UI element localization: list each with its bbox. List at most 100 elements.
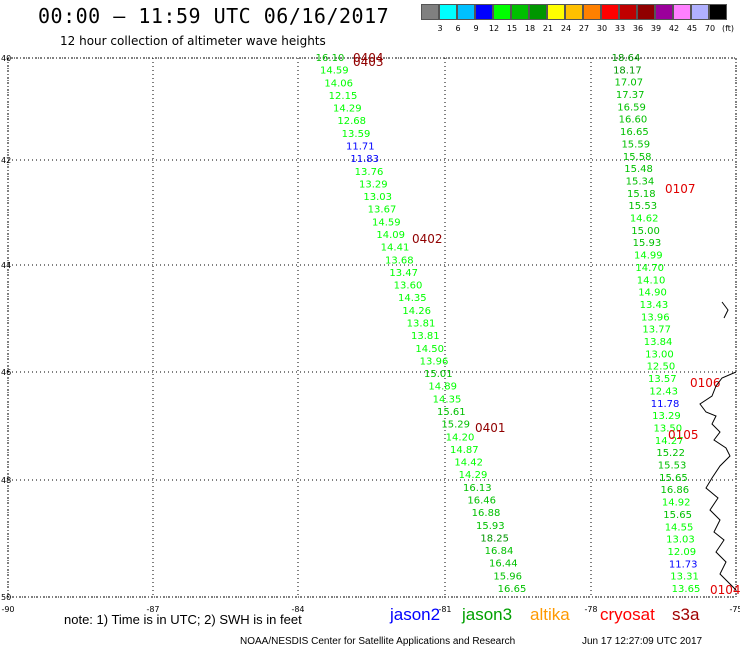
scale-label: 45	[686, 24, 698, 33]
wave-height-value: 13.81	[411, 331, 440, 342]
wave-height-value: 16.88	[472, 508, 501, 519]
wave-height-value: 16.60	[619, 115, 648, 126]
wave-height-value: 15.22	[656, 448, 685, 459]
wave-height-value: 14.70	[635, 263, 664, 274]
wave-height-value: 12.43	[649, 386, 678, 397]
wave-height-value: 11.71	[346, 142, 375, 153]
scale-label: 27	[578, 24, 590, 33]
scale-label: 39	[650, 24, 662, 33]
wave-height-value: 18.25	[480, 533, 509, 544]
wave-height-value: 11.73	[669, 559, 698, 570]
wave-height-value: 16.65	[498, 584, 527, 595]
wave-height-value: 15.18	[627, 189, 656, 200]
wave-height-value: 13.50	[654, 423, 683, 434]
lon-label: -81	[438, 605, 451, 614]
wave-height-value: 13.57	[648, 374, 677, 385]
pass-time-label: 0404	[353, 51, 384, 65]
wave-height-value: 16.13	[463, 483, 492, 494]
wave-height-value: 15.65	[663, 510, 692, 521]
wave-height-value: 14.29	[459, 470, 488, 481]
wave-height-value: 13.96	[420, 356, 449, 367]
wave-height-value: 14.55	[665, 522, 694, 533]
scale-label: 33	[614, 24, 626, 33]
legend-altika: altika	[530, 605, 570, 624]
wave-height-value: 16.84	[485, 546, 514, 557]
scale-swatch	[583, 4, 601, 20]
wave-height-value: 13.84	[644, 337, 673, 348]
scale-label: 42	[668, 24, 680, 33]
wave-height-value: 12.15	[329, 91, 358, 102]
scale-label: 15	[506, 24, 518, 33]
pass-time-label: 0105	[668, 428, 699, 442]
scale-swatch	[457, 4, 475, 20]
wave-height-value: 14.10	[637, 275, 666, 286]
wave-height-value: 11.78	[651, 399, 680, 410]
wave-height-value: 13.68	[385, 255, 414, 266]
wave-height-value: 18.64	[612, 53, 641, 64]
lat-label: 42	[1, 156, 11, 165]
pass-time-label: 0402	[412, 232, 443, 246]
lon-label: -84	[291, 605, 304, 614]
scale-label: 12	[488, 24, 500, 33]
scale-swatch	[547, 4, 565, 20]
page-title: 00:00 — 11:59 UTC 06/16/2017	[38, 4, 390, 28]
wave-height-value: 15.53	[628, 201, 657, 212]
wave-height-value: 17.07	[614, 78, 643, 89]
wave-height-value: 15.58	[623, 152, 652, 163]
wave-height-value: 14.59	[320, 66, 349, 77]
lon-label: -75	[729, 605, 740, 614]
wave-height-value: 15.00	[631, 226, 660, 237]
wave-height-value: 14.42	[454, 458, 483, 469]
wave-height-value: 16.65	[620, 127, 649, 138]
scale-label: 21	[542, 24, 554, 33]
lat-label: 50	[1, 593, 11, 602]
wave-height-value: 14.50	[415, 344, 444, 355]
pass-time-label: 0403	[353, 55, 384, 69]
legend-jason3: jason3	[462, 605, 513, 624]
scale-label: 36	[632, 24, 644, 33]
wave-height-value: 18.17	[613, 65, 642, 76]
pass-time-label: 0401	[475, 421, 506, 435]
lat-label: 40	[1, 54, 11, 63]
scale-swatch	[439, 4, 457, 20]
scale-swatch	[475, 4, 493, 20]
wave-height-value: 13.81	[407, 319, 436, 330]
wave-height-value: 12.50	[647, 362, 676, 373]
wave-height-value: 15.29	[441, 420, 470, 431]
scale-label: 6	[455, 24, 461, 33]
scale-label: 9	[473, 24, 479, 33]
scale-swatch	[421, 4, 439, 20]
generated-timestamp: Jun 17 12:27:09 UTC 2017	[582, 636, 703, 647]
scale-swatch	[493, 4, 511, 20]
page-subtitle: 12 hour collection of altimeter wave hei…	[60, 34, 326, 48]
wave-height-value: 14.35	[433, 394, 462, 405]
wave-height-value: 15.65	[659, 473, 688, 484]
wave-height-value: 13.31	[670, 572, 699, 583]
wave-height-value: 14.89	[428, 382, 457, 393]
lon-label: -78	[584, 605, 597, 614]
scale-label: (ft)	[721, 24, 735, 33]
scale-swatch	[637, 4, 655, 20]
wave-height-value: 12.68	[337, 116, 366, 127]
wave-height-value: 13.03	[363, 192, 392, 203]
wave-height-value: 14.62	[630, 214, 659, 225]
wave-height-value: 17.37	[616, 90, 645, 101]
scale-label: 3	[437, 24, 443, 33]
wave-height-value: 16.10	[316, 53, 345, 64]
wave-height-value: 13.77	[642, 325, 671, 336]
wave-height-value: 13.00	[645, 349, 674, 360]
wave-height-value: 13.29	[359, 179, 388, 190]
lat-label: 44	[1, 261, 11, 270]
wave-height-value: 13.59	[342, 129, 371, 140]
wave-height-value: 16.44	[489, 559, 518, 570]
lat-label: 46	[1, 368, 11, 377]
wave-height-value: 13.65	[672, 584, 701, 595]
wave-height-value: 13.43	[640, 300, 669, 311]
scale-swatch	[655, 4, 673, 20]
wave-height-value: 16.86	[661, 485, 690, 496]
scale-label: 24	[560, 24, 572, 33]
wave-height-value: 15.61	[437, 407, 466, 418]
pass-time-label: 0107	[665, 182, 696, 196]
wave-height-value: 13.76	[355, 167, 384, 178]
wave-height-value: 15.53	[658, 461, 687, 472]
